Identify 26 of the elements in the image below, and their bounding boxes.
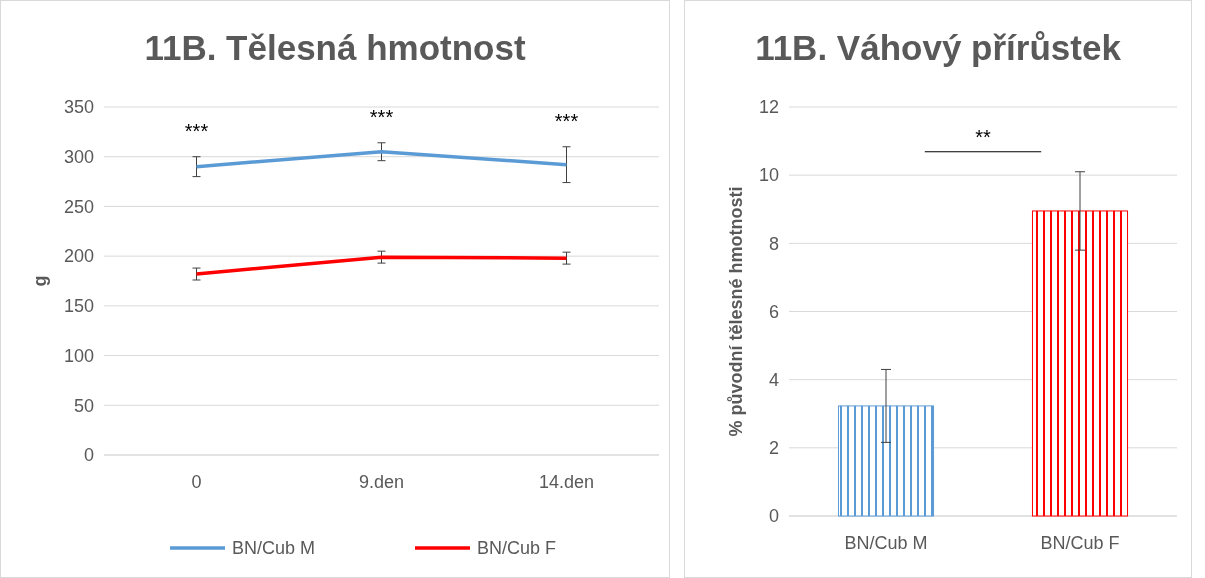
y-tick-label: 2 (768, 438, 779, 459)
y-tick-label: 6 (768, 301, 779, 322)
y-tick-label: 0 (83, 445, 94, 466)
y-tick-label: 100 (63, 345, 94, 366)
x-tick-label: 14.den (538, 472, 595, 492)
x-tick-label: 9.den (358, 472, 405, 492)
y-tick-label: 10 (758, 165, 779, 186)
annotation: *** (184, 119, 209, 142)
annotation: *** (369, 105, 394, 128)
y-tick-label: 250 (63, 196, 94, 217)
y-tick-label: 50 (73, 395, 94, 416)
annotation: ** (975, 125, 991, 148)
y-axis-title: g (30, 275, 51, 287)
chart-title: 11B. Tělesná hmotnost (144, 28, 526, 67)
y-tick-label: 150 (63, 296, 94, 317)
y-tick-label: 12 (758, 97, 779, 118)
y-tick-label: 8 (768, 233, 779, 254)
chart-title: 11B. Váhový přírůstek (755, 28, 1122, 67)
y-tick-label: 200 (63, 246, 94, 267)
x-tick-label: 0 (191, 472, 202, 492)
annotation: *** (554, 109, 579, 132)
y-tick-label: 300 (63, 147, 94, 168)
y-tick-label: 350 (63, 97, 94, 118)
y-tick-label: 4 (768, 369, 779, 390)
y-tick-label: 0 (768, 506, 779, 527)
y-axis-title: % původní tělesné hmotnosti (726, 186, 747, 437)
